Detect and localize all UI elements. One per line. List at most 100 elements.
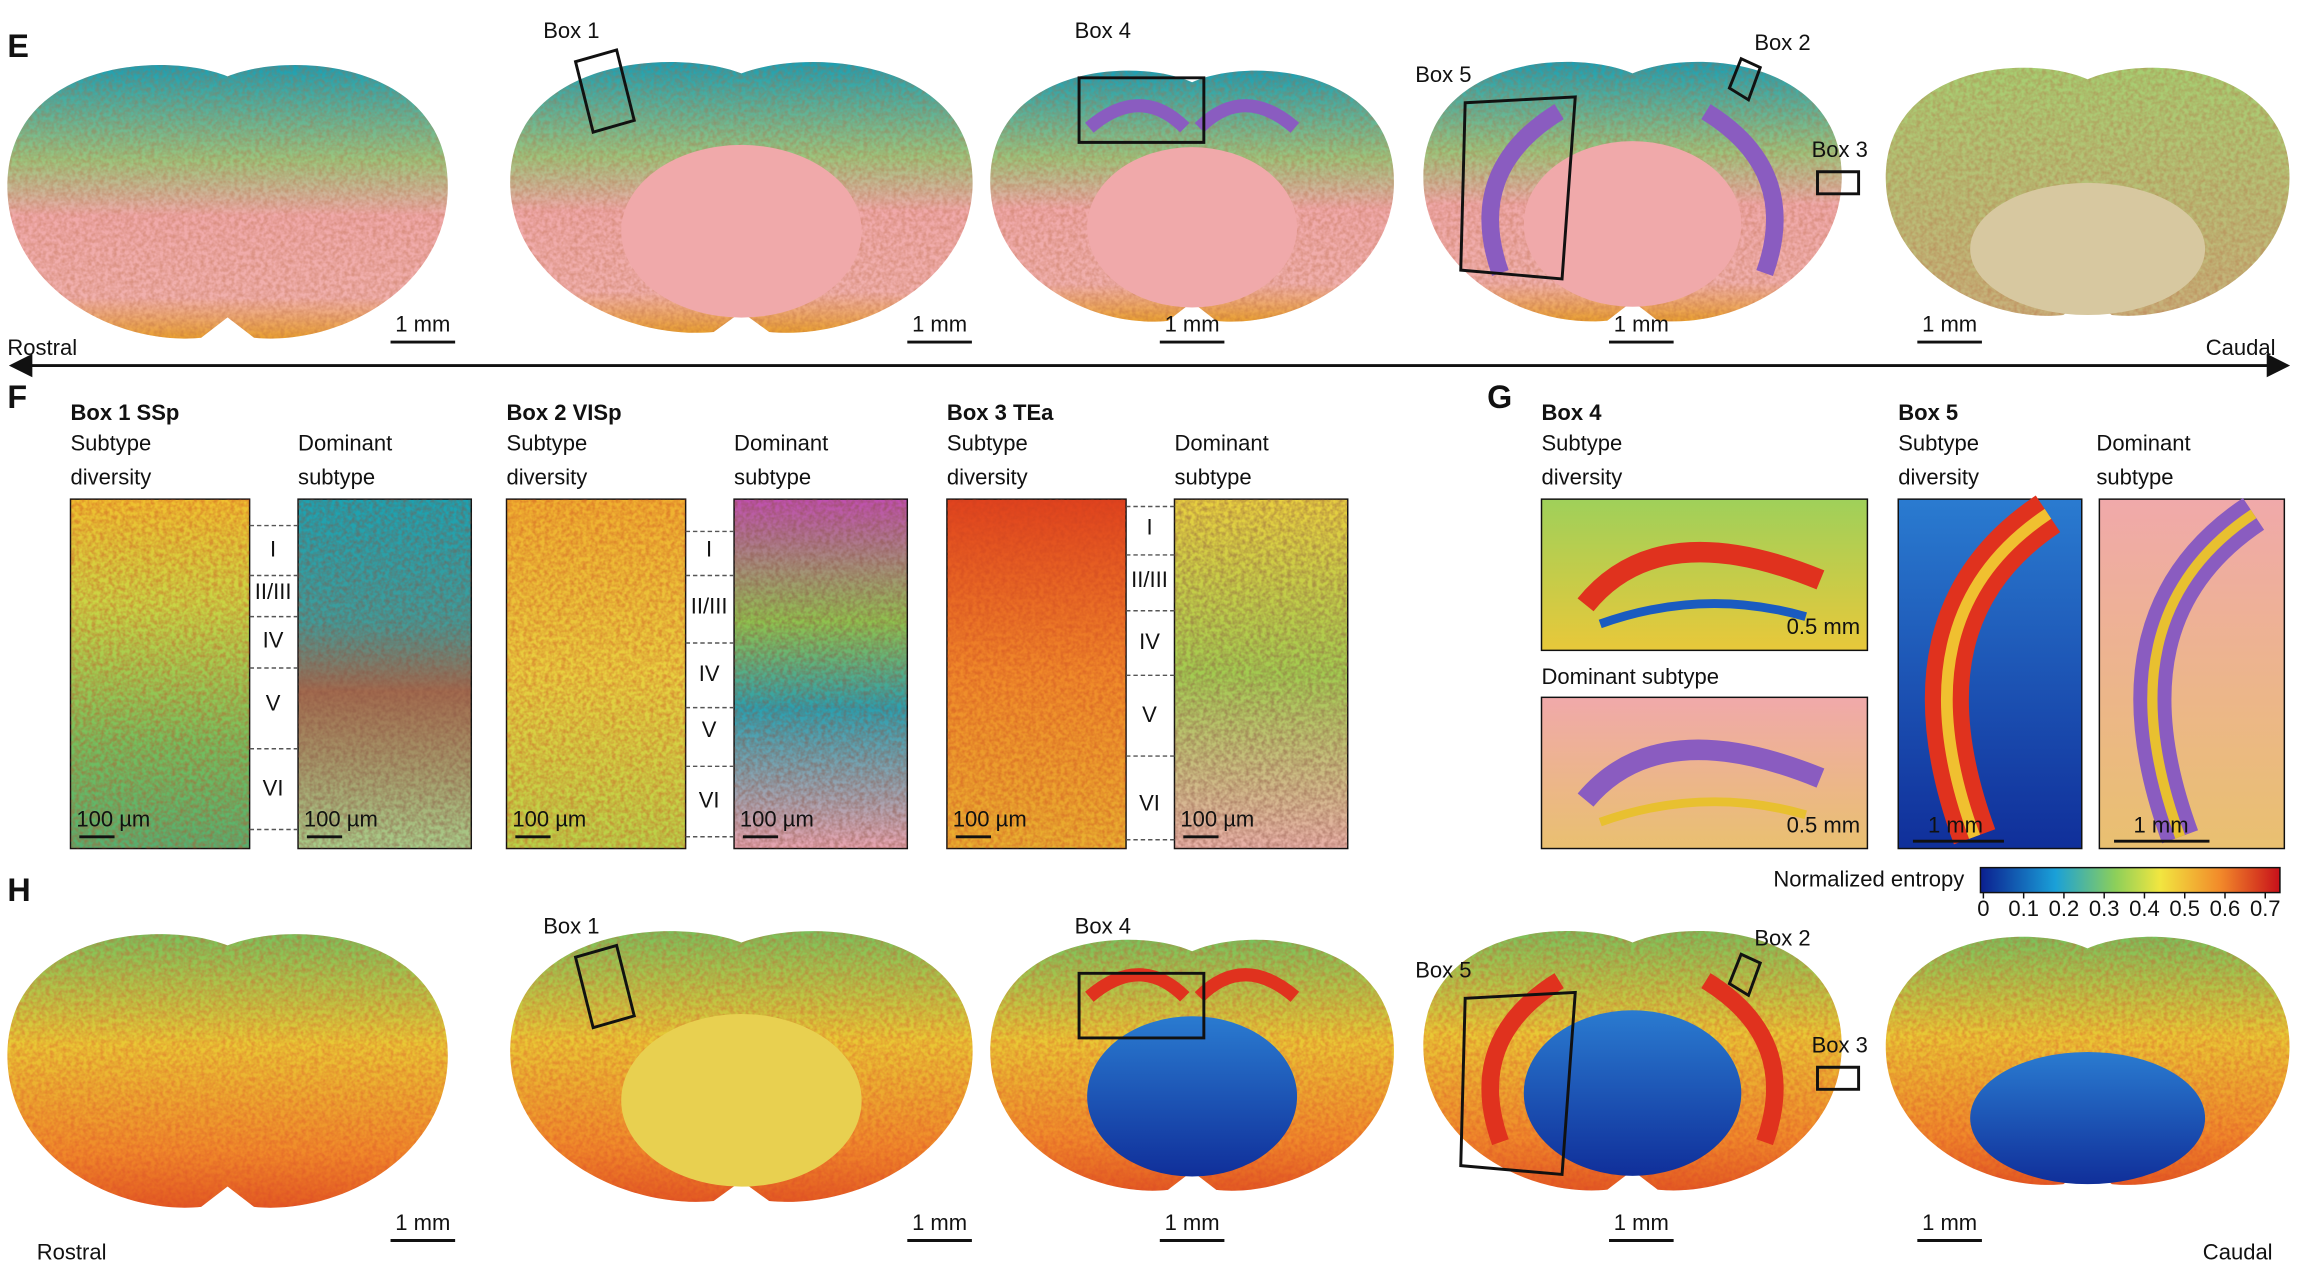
hippocampus (1481, 104, 1564, 277)
scale-bar-label: 1 mm (1614, 312, 1669, 337)
box-label: Box 2 (1754, 30, 1810, 55)
column-subtitle: diversity (1898, 464, 1979, 489)
column-subtitle: Dominant (1174, 431, 1268, 456)
hippocampus (1577, 541, 1825, 612)
column-subtitle: Subtype (1542, 431, 1623, 456)
column-title: Box 2 VISp (507, 400, 622, 425)
caudal-label: Caudal (2206, 335, 2276, 360)
layer-label: V (1142, 702, 1157, 727)
scale-bar-label: 1 mm (1922, 312, 1977, 337)
inner-region (1087, 1016, 1298, 1177)
column-subtitle: Dominant (2096, 431, 2190, 456)
layer-label: IV (263, 627, 284, 652)
column-subtitle: Dominant (734, 431, 828, 456)
box-label: Box 5 (1415, 958, 1471, 983)
rostral-label: Rostral (37, 1240, 107, 1264)
colorbar-tick-label: 0.2 (2049, 896, 2080, 921)
hippocampus (1085, 968, 1190, 1002)
dominant-image (1540, 696, 1869, 850)
colorbar-tick-label: 0.3 (2089, 896, 2120, 921)
scale-bar-label: 1 mm (1165, 1210, 1220, 1235)
inner-region (621, 144, 862, 318)
hippocampus (2147, 509, 2257, 839)
layer-label: II/III (1131, 567, 1168, 592)
scale-bar-label: 1 mm (1922, 1210, 1977, 1235)
column-subtitle: Subtype (1898, 431, 1979, 456)
column-subtitle: diversity (71, 464, 152, 489)
layer-label: II/III (255, 579, 292, 604)
layer-label: VI (699, 787, 720, 812)
colorbar-tick-label: 0.7 (2250, 896, 2281, 921)
column-subtitle: diversity (947, 464, 1028, 489)
scale-bar-label: 1 mm (1928, 812, 1983, 837)
layer-label: I (270, 536, 276, 561)
scale-bar-label: 1 mm (1614, 1210, 1669, 1235)
colorbar-tick-label: 0.5 (2169, 896, 2200, 921)
box-outline (1077, 76, 1206, 144)
image-texture (298, 499, 472, 849)
scale-bar-label: 100 µm (304, 806, 378, 831)
image-texture (734, 499, 908, 849)
scale-bar-label: 0.5 mm (1787, 614, 1860, 639)
box-label: Box 5 (1415, 62, 1471, 87)
scale-bar-label: 100 µm (76, 806, 150, 831)
caudal-label: Caudal (2203, 1240, 2273, 1264)
box-outline (1816, 1065, 1861, 1091)
layer-label: IV (1139, 629, 1160, 654)
hippocampus (1940, 508, 2052, 839)
scale-bar-label: 0.5 mm (1787, 812, 1860, 837)
inner-region (1523, 141, 1742, 307)
box-label: Box 3 (1812, 137, 1868, 162)
scale-bar-label: 1 mm (395, 1210, 450, 1235)
panel-label: H (7, 872, 30, 908)
box-label: Box 1 (543, 18, 599, 43)
column-subtitle: Subtype (947, 431, 1028, 456)
column-subtitle: subtype (2096, 464, 2173, 489)
layer-label: IV (699, 661, 720, 686)
scale-bar-label: 1 mm (912, 1210, 967, 1235)
scale-bar-label: 1 mm (395, 312, 450, 337)
colorbar (1979, 866, 2281, 894)
column-title: Box 4 (1542, 400, 1603, 425)
layer-label: V (702, 717, 717, 742)
colorbar-tick-label: 0.1 (2008, 896, 2039, 921)
column-subtitle: subtype (298, 464, 375, 489)
layer-label: VI (263, 776, 284, 801)
box-outline (1727, 56, 1763, 103)
inner-region (621, 1014, 862, 1187)
colorbar-tick-label: 0 (1977, 896, 1989, 921)
colorbar-tick-label: 0.4 (2129, 896, 2160, 921)
image-texture (506, 499, 686, 849)
panel_h-row (7, 931, 2290, 1242)
layer-label: I (706, 536, 712, 561)
box-label: Box 3 (1812, 1033, 1868, 1058)
column-title: Box 5 (1898, 400, 1958, 425)
layer-label: I (1146, 514, 1152, 539)
box-outline (1727, 952, 1763, 998)
hippocampus (1701, 973, 1784, 1146)
column-subtitle: Subtype (507, 431, 588, 456)
column-subtitle: diversity (1542, 464, 1623, 489)
box-outline (1459, 95, 1577, 281)
box-outline (1459, 990, 1577, 1177)
brain-texture (7, 934, 448, 1208)
scale-bar-label: 100 µm (512, 806, 586, 831)
column-subtitle: subtype (1174, 464, 1251, 489)
column-subtitle: subtype (734, 464, 811, 489)
box-outline (573, 943, 637, 1030)
column-title: Box 1 SSp (71, 400, 180, 425)
colorbar-title: Normalized entropy (1773, 867, 1964, 892)
column-title: Box 3 TEa (947, 400, 1054, 425)
layer-label: VI (1139, 790, 1160, 815)
cerebellum-core (1970, 182, 2206, 316)
panel-label: G (1487, 379, 1512, 415)
colorbar-tick-label: 0.6 (2210, 896, 2241, 921)
scale-bar-label: 100 µm (953, 806, 1027, 831)
hippocampus (1085, 99, 1190, 133)
hippocampus (1577, 739, 1825, 807)
scale-bar-label: 100 µm (740, 806, 814, 831)
column-subtitle: Dominant (298, 431, 392, 456)
scale-bar-label: 1 mm (912, 312, 967, 337)
